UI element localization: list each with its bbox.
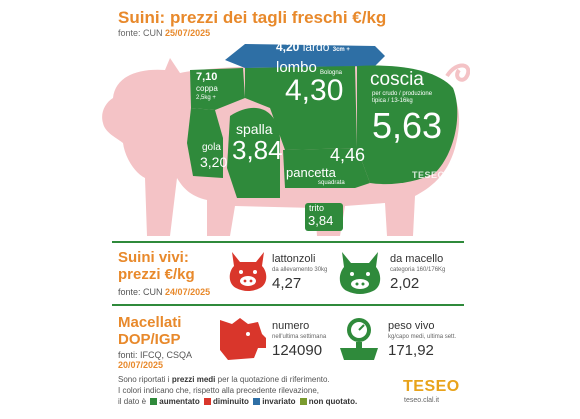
lattonzoli-value: 4,27 (272, 275, 302, 292)
pancetta-note: squadrata (318, 180, 345, 186)
lattonzoli-sub: da allevamento 30kg (272, 267, 328, 273)
vivi-source: fonte: CUN 24/07/2025 (118, 287, 211, 297)
lombo-note: Bologna (320, 70, 343, 76)
trito-name: trito (309, 203, 325, 213)
coppa-name: coppa (196, 84, 218, 93)
legend-nonquotato-swatch (299, 397, 307, 405)
legend-diminuito-swatch (203, 397, 211, 405)
numero-sub: nell'ultima settimana (272, 334, 327, 340)
lattonzoli-label: lattonzoli (272, 253, 316, 265)
divider (112, 304, 464, 306)
legend-aumentato-swatch (150, 397, 158, 405)
teseo-logo: TESEO (403, 378, 460, 395)
macello-sub: categoria 160/176Kg (390, 267, 446, 273)
cut-lardo-shape (225, 44, 385, 68)
pancetta-name: pancetta (286, 165, 336, 180)
macello-label: da macello (390, 253, 444, 265)
peso-sub: kg/capo medi, ultima sett. (388, 334, 457, 340)
lombo-name: lombo (276, 59, 317, 76)
numero-value: 124090 (272, 342, 323, 359)
macello-value: 2,02 (390, 275, 420, 292)
gola-value: 3,20 (200, 154, 228, 170)
peso-label: peso vivo (388, 320, 435, 332)
cut-coscia-shape (357, 65, 458, 185)
coppa-value: 7,10 (196, 71, 218, 83)
macellati-source: fonti: IFCQ, CSQA 20/07/2025 (118, 350, 193, 370)
pig-tail (445, 63, 470, 82)
lombo-value: 4,30 (285, 74, 344, 107)
cut-gola-shape (187, 108, 223, 178)
scale-icon (340, 318, 378, 360)
spalla-name: spalla (236, 121, 273, 137)
watermark: TESEO (412, 170, 446, 180)
pancetta-value: 4,46 (330, 145, 366, 165)
gola-name: gola (202, 142, 221, 153)
coscia-value: 5,63 (372, 105, 443, 146)
cut-spalla-shape (227, 107, 280, 198)
piglet-icon (229, 252, 267, 291)
numero-label: numero (272, 320, 310, 332)
coppa-note: 2,5kg + (196, 95, 216, 101)
cut-coppa-shape (190, 68, 245, 110)
pig-macello-icon (339, 252, 381, 294)
legend-invariato-swatch (253, 397, 261, 405)
divider (112, 241, 464, 243)
lardo-value: 4,20 lardo 3cm + (276, 40, 350, 54)
macellati-title: Macellati DOP/IGP (118, 314, 182, 348)
spalla-value: 3,84 (232, 135, 283, 165)
header-source: fonte: CUN 25/07/2025 (118, 28, 211, 38)
page-title: Suini: prezzi dei tagli freschi €/kg (118, 8, 387, 27)
peso-value: 171,92 (388, 342, 434, 359)
coscia-name: coscia (370, 69, 424, 90)
pig-illustration (102, 44, 470, 236)
coscia-note: per crudo / produzione tipica / 13-16kg (372, 91, 433, 104)
cut-pancetta-shape (283, 148, 370, 188)
teseo-url[interactable]: teseo.clal.it (404, 397, 440, 404)
pig-head-icon (220, 318, 266, 360)
legend: Sono riportati i prezzi medi per la quot… (118, 375, 358, 406)
vivi-title: Suini vivi: prezzi €/kg (118, 249, 195, 283)
cut-lombo-shape (245, 66, 357, 150)
trito-value: 3,84 (308, 213, 334, 228)
cut-trito-shape (305, 203, 343, 231)
